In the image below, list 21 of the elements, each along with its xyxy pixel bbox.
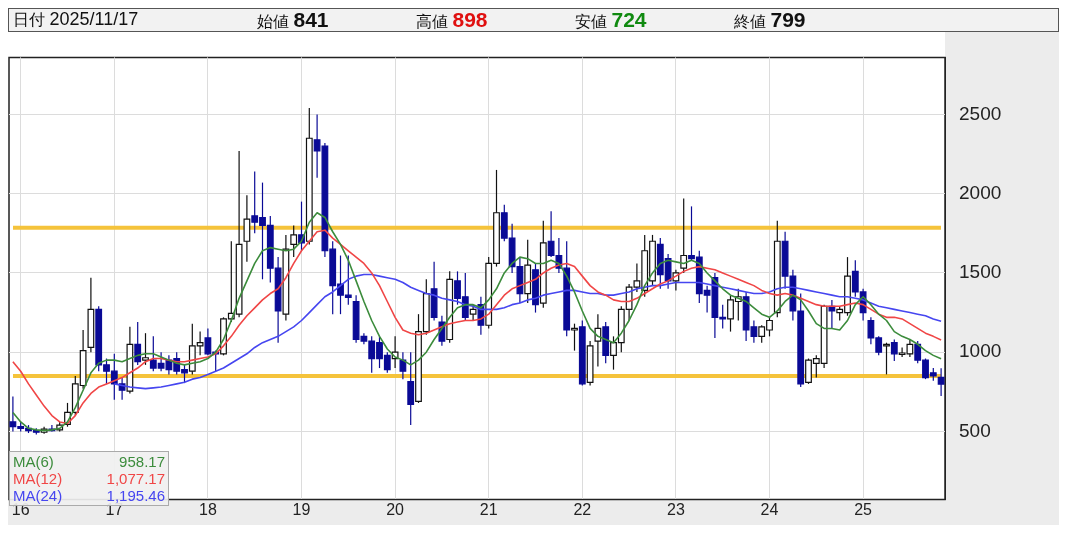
y-tick-label: 2500 <box>959 102 1002 124</box>
x-tick-label: 19 <box>292 500 311 518</box>
candlestick <box>142 332 149 366</box>
x-tick-label: 18 <box>199 500 217 518</box>
text: 始値 841 <box>257 7 329 31</box>
text: 日付 2025/11/17 <box>13 9 139 29</box>
x-tick-label: 20 <box>386 500 405 518</box>
y-tick-label: 1000 <box>959 340 1002 362</box>
x-tick-label: 21 <box>479 500 498 518</box>
y-tick-label: 2000 <box>959 181 1002 203</box>
y-tick-label: 500 <box>959 419 991 441</box>
x-tick-label: 25 <box>854 500 873 518</box>
x-tick-label: 22 <box>573 500 592 518</box>
text: 終値 799 <box>734 7 806 31</box>
text: MA(12) 1,077.17 <box>13 470 165 487</box>
text: MA(6) 958.17 <box>13 453 165 470</box>
y-tick-label: 1500 <box>959 261 1002 283</box>
text: 安値 724 <box>575 7 647 31</box>
x-tick-label: 23 <box>667 500 685 518</box>
text: 高値 898 <box>416 7 488 31</box>
x-tick-label: 24 <box>760 500 779 518</box>
